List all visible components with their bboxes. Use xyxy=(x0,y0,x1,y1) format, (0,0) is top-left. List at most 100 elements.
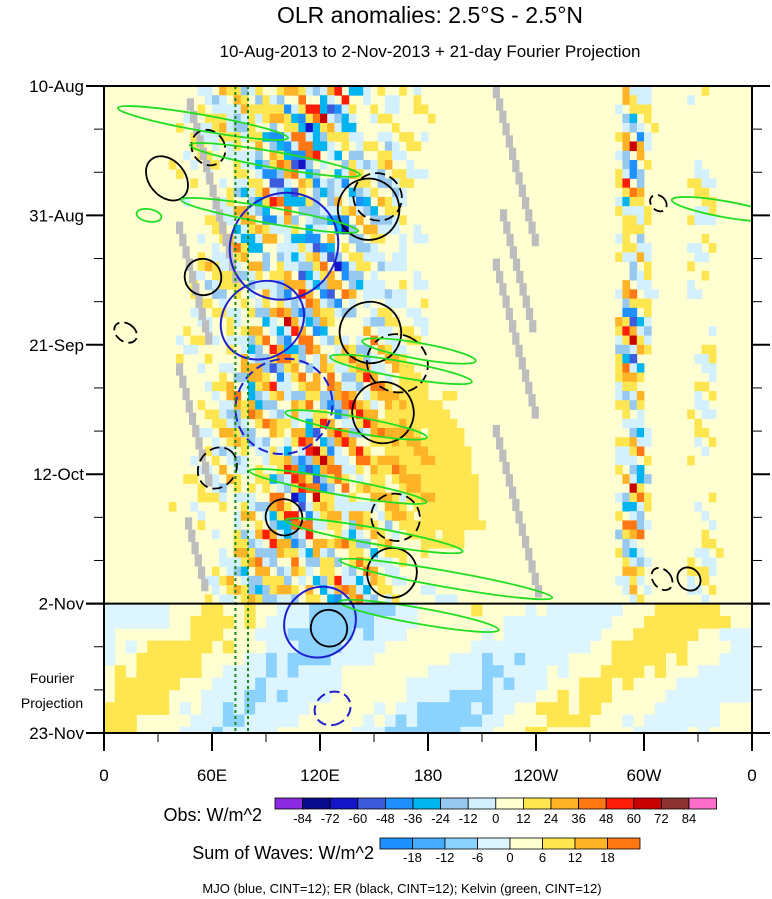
wave-cell xyxy=(730,677,742,691)
wave-cell xyxy=(114,726,126,733)
obs-cell xyxy=(694,159,702,170)
obs-cell xyxy=(377,196,386,207)
obs-cell xyxy=(471,501,479,512)
wave-cell xyxy=(341,603,353,617)
obs-cell xyxy=(622,159,630,170)
obs-cell xyxy=(327,178,335,189)
obs-cell xyxy=(356,215,364,226)
obs-cell xyxy=(701,529,710,540)
obs-cell xyxy=(240,344,249,355)
missing-data-cell xyxy=(512,498,520,512)
wave-cell xyxy=(147,640,159,654)
wave-cell xyxy=(309,652,321,666)
obs-cell xyxy=(219,594,227,604)
obs-cell xyxy=(644,492,652,503)
obs-cell xyxy=(305,363,314,373)
wave-cell xyxy=(104,603,116,617)
obs-cell xyxy=(406,446,414,457)
obs-cell xyxy=(370,492,378,503)
obs-cell xyxy=(694,381,702,392)
obs-cell xyxy=(197,233,206,244)
obs-cell xyxy=(629,270,638,281)
obs-cell xyxy=(341,178,350,189)
obs-cell xyxy=(248,261,256,272)
obs-cell xyxy=(233,150,242,161)
missing-data-cell xyxy=(496,437,504,450)
obs-cell xyxy=(327,150,335,161)
obs-cell xyxy=(212,243,220,253)
obs-cell xyxy=(341,566,350,577)
obs-cell xyxy=(269,289,278,299)
obs-cell xyxy=(276,335,285,346)
obs-cell xyxy=(428,400,436,410)
missing-data-cell xyxy=(195,295,203,308)
obs-cell xyxy=(284,169,292,179)
obs-cell xyxy=(240,215,249,226)
obs-cell xyxy=(694,427,702,438)
obs-cell xyxy=(356,243,364,253)
obs-cell xyxy=(240,95,249,105)
obs-cell xyxy=(435,594,443,604)
obs-cell xyxy=(305,455,314,466)
obs-cell xyxy=(428,483,436,494)
wave-cell xyxy=(136,603,148,617)
wave-cell xyxy=(255,689,267,703)
obs-cell xyxy=(392,501,400,512)
kelvin-contour xyxy=(135,208,163,223)
obs-cell xyxy=(341,437,350,447)
obs-cell xyxy=(262,298,270,309)
obs-cell xyxy=(334,455,342,466)
obs-cell xyxy=(334,594,342,604)
wave-cell xyxy=(222,702,234,715)
obs-cell xyxy=(464,455,472,466)
obs-cell xyxy=(284,86,292,96)
obs-cell xyxy=(248,335,256,346)
obs-cell xyxy=(255,335,263,346)
wave-cell xyxy=(276,603,288,617)
wave-cell xyxy=(320,689,332,703)
obs-cell xyxy=(363,418,371,429)
wave-cell xyxy=(384,628,396,641)
obs-cell xyxy=(197,252,206,263)
obs-cell xyxy=(276,298,285,309)
kelvin-contour xyxy=(284,409,428,441)
obs-cell xyxy=(622,529,630,540)
obs-cell xyxy=(442,446,450,457)
obs-cell xyxy=(644,474,652,484)
obs-cell xyxy=(320,215,328,226)
missing-data-cell xyxy=(194,554,202,567)
obs-cell xyxy=(370,307,378,318)
obs-cell xyxy=(291,280,299,290)
missing-data-cell xyxy=(215,209,224,222)
colorbar-level-label: 60 xyxy=(627,811,641,826)
wave-cell xyxy=(125,689,137,703)
obs-cell xyxy=(636,474,645,484)
wave-cell xyxy=(212,628,224,641)
obs-cell xyxy=(629,492,638,503)
obs-cell xyxy=(341,427,350,438)
obs-cell xyxy=(420,446,429,457)
obs-cell xyxy=(255,224,263,235)
obs-cell xyxy=(636,464,645,475)
wave-cell xyxy=(147,603,159,617)
obs-cell xyxy=(312,492,321,503)
obs-cell xyxy=(248,427,256,438)
obs-cell xyxy=(399,298,407,309)
obs-cell xyxy=(464,501,472,512)
wave-cell xyxy=(222,726,234,733)
obs-cell xyxy=(392,224,400,235)
obs-cell xyxy=(442,455,450,466)
obs-cell xyxy=(687,575,695,586)
obs-cell xyxy=(312,557,321,568)
obs-cell xyxy=(644,215,652,226)
obs-cell xyxy=(384,501,393,512)
obs-cell xyxy=(233,317,242,327)
obs-cell xyxy=(377,261,386,272)
obs-cell xyxy=(370,400,378,410)
wave-cell xyxy=(708,665,720,678)
wave-cell xyxy=(374,726,386,733)
obs-cell xyxy=(348,585,357,595)
obs-cell xyxy=(615,511,623,521)
missing-data-cell xyxy=(518,523,526,536)
